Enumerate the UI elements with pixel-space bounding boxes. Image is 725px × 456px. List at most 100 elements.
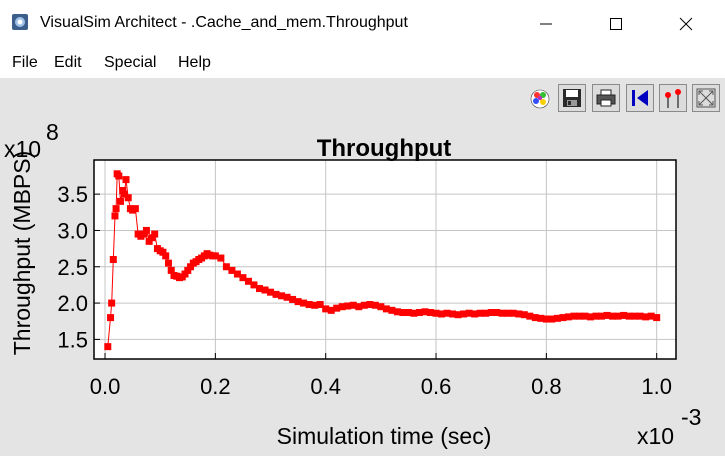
data-point (443, 309, 451, 317)
data-point (476, 309, 484, 317)
data-point (344, 302, 352, 310)
data-point (515, 310, 523, 318)
title-bar: VisualSim Architect - .Cache_and_mem.Thr… (0, 0, 725, 49)
data-point (159, 248, 167, 256)
data-point (636, 312, 644, 320)
save-icon (563, 89, 581, 107)
data-point (222, 263, 230, 271)
menu-file[interactable]: File (12, 54, 38, 71)
data-point (294, 298, 302, 306)
fit-to-window-icon (696, 88, 716, 108)
data-point (115, 172, 123, 180)
window-title: VisualSim Architect - .Cache_and_mem.Thr… (40, 14, 408, 31)
data-point (108, 299, 116, 307)
data-point (162, 252, 170, 260)
y-multiplier: x10 (4, 136, 41, 162)
data-point (531, 314, 539, 322)
print-button[interactable] (592, 84, 620, 112)
data-point (327, 306, 335, 314)
menu-special[interactable]: Special (104, 54, 157, 71)
data-point (250, 281, 258, 289)
menu-edit[interactable]: Edit (54, 54, 82, 71)
data-point (283, 293, 291, 301)
data-point (116, 197, 124, 205)
data-point (432, 309, 440, 317)
data-point (261, 286, 269, 294)
menu-bar: File Edit Special Help (0, 48, 725, 78)
x-exponent: -3 (681, 404, 701, 430)
data-point (151, 230, 159, 238)
data-point (211, 252, 219, 260)
data-point (421, 308, 429, 316)
reset-axes-button[interactable] (626, 84, 654, 112)
data-point (399, 309, 407, 317)
close-button[interactable] (663, 0, 709, 48)
data-point (239, 274, 247, 282)
x-tick-label: 1.0 (641, 374, 672, 399)
data-point (493, 309, 501, 317)
data-point (104, 343, 112, 351)
maximize-button[interactable] (593, 0, 639, 48)
data-point (460, 310, 468, 318)
data-point (592, 312, 600, 320)
data-point (112, 205, 120, 213)
data-point (542, 315, 550, 323)
y-tick-label: 2.5 (57, 255, 88, 280)
data-point (393, 308, 401, 316)
data-point (355, 303, 363, 311)
data-point (272, 290, 280, 298)
data-point (360, 301, 368, 309)
data-point (559, 314, 567, 322)
data-point (620, 311, 628, 319)
data-point (614, 312, 622, 320)
data-point (371, 301, 379, 309)
y-tick-label: 3.0 (57, 218, 88, 243)
fit-to-window-button[interactable] (692, 84, 720, 112)
data-point (217, 254, 225, 262)
plot-background (94, 160, 676, 359)
data-point (289, 295, 297, 303)
data-point (415, 309, 423, 317)
data-point (305, 301, 313, 309)
x-tick-label: 0.4 (310, 374, 341, 399)
data-point (471, 310, 479, 318)
data-point (122, 176, 130, 184)
y-axis-label: Throughput (MBPS) (9, 151, 35, 356)
data-point (609, 312, 617, 320)
data-point (487, 309, 495, 317)
reset-axes-icon (632, 90, 648, 106)
y-tick-label: 3.5 (57, 182, 88, 207)
data-point (410, 309, 418, 317)
data-point (333, 304, 341, 312)
data-point (482, 309, 490, 317)
plot-area (93, 159, 677, 360)
color-palette-button[interactable] (526, 84, 554, 112)
data-point (404, 309, 412, 317)
color-palette-icon (530, 89, 550, 109)
line-points-button[interactable] (659, 84, 687, 112)
x-tick-label: 0.0 (90, 374, 121, 399)
data-point (131, 205, 139, 213)
data-point (465, 309, 473, 317)
data-point (653, 314, 661, 322)
minimize-button[interactable] (523, 0, 569, 48)
y-tick-label: 2.0 (57, 291, 88, 316)
data-point (504, 309, 512, 317)
data-point (107, 314, 115, 322)
data-point (278, 292, 286, 300)
data-point (377, 303, 385, 311)
data-point (349, 301, 357, 309)
save-button[interactable] (558, 84, 586, 112)
data-point (575, 312, 583, 320)
data-point (642, 313, 650, 321)
data-point (586, 313, 594, 321)
data-point (581, 312, 589, 320)
close-icon (679, 17, 693, 31)
data-point (388, 306, 396, 314)
menu-help[interactable]: Help (178, 54, 211, 71)
data-point (631, 312, 639, 320)
data-point (181, 270, 189, 278)
data-point (520, 311, 528, 319)
data-point (267, 288, 275, 296)
data-point (300, 299, 308, 307)
